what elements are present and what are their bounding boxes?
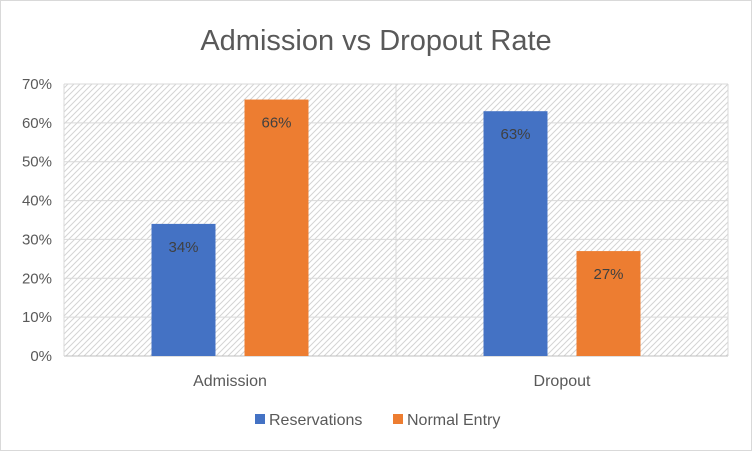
bar bbox=[244, 99, 309, 357]
y-tick-label: 30% bbox=[22, 231, 52, 248]
category-label: Admission bbox=[193, 373, 267, 390]
y-tick-label: 60% bbox=[22, 115, 52, 132]
data-label: 63% bbox=[500, 126, 530, 143]
y-axis: 0% 10% 20% 30% 40% 50% 60% 70% bbox=[22, 76, 52, 365]
data-label: 34% bbox=[168, 239, 198, 256]
y-tick-label: 10% bbox=[22, 309, 52, 326]
y-tick-label: 50% bbox=[22, 154, 52, 171]
bars: 34% 66% 63% 27% bbox=[151, 99, 641, 357]
bar bbox=[483, 111, 548, 356]
y-tick-label: 0% bbox=[30, 348, 52, 365]
chart-title: Admission vs Dropout Rate bbox=[200, 25, 551, 57]
legend-label: Normal Entry bbox=[407, 412, 500, 429]
legend-swatch bbox=[255, 414, 265, 424]
bar bbox=[576, 251, 641, 356]
data-label: 66% bbox=[261, 115, 291, 132]
bar bbox=[151, 223, 216, 356]
y-tick-label: 20% bbox=[22, 270, 52, 287]
y-tick-label: 70% bbox=[22, 76, 52, 93]
y-tick-label: 40% bbox=[22, 193, 52, 210]
category-label: Dropout bbox=[534, 373, 591, 390]
data-label: 27% bbox=[593, 266, 623, 283]
legend: Reservations Normal Entry bbox=[255, 412, 500, 429]
x-axis: Admission Dropout bbox=[193, 373, 591, 390]
legend-label: Reservations bbox=[269, 412, 362, 429]
legend-swatch bbox=[393, 414, 403, 424]
